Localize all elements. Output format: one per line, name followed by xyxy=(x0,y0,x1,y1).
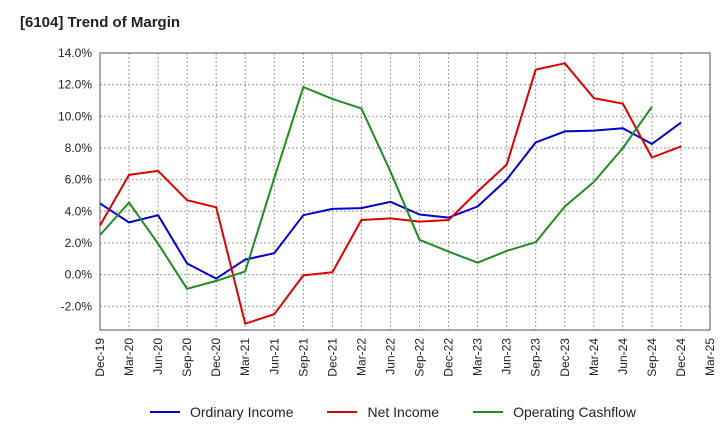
y-tick-label: 8.0% xyxy=(65,141,93,155)
x-tick-label: Mar-21 xyxy=(238,338,252,376)
x-tick-label: Mar-22 xyxy=(354,338,368,376)
y-tick-label: 2.0% xyxy=(65,236,93,250)
legend-swatch-ordinary-income xyxy=(150,411,180,413)
x-tick-label: Sep-24 xyxy=(645,338,659,377)
x-tick-label: Sep-21 xyxy=(296,338,310,377)
x-tick-label: Jun-23 xyxy=(500,338,514,375)
x-tick-label: Dec-21 xyxy=(325,338,339,377)
x-tick-label: Sep-22 xyxy=(413,338,427,377)
legend-item-ordinary-income: Ordinary Income xyxy=(150,404,293,420)
legend-label-net-income: Net Income xyxy=(367,404,440,420)
legend-label-ordinary-income: Ordinary Income xyxy=(190,404,294,420)
x-tick-label: Dec-24 xyxy=(674,338,688,377)
legend-item-operating-cashflow: Operating Cashflow xyxy=(473,404,636,420)
y-tick-label: 10.0% xyxy=(58,109,92,123)
x-tick-label: Dec-20 xyxy=(209,338,223,377)
legend-swatch-net-income xyxy=(327,411,358,413)
y-tick-label: 0.0% xyxy=(65,268,93,282)
x-tick-label: Mar-20 xyxy=(122,338,136,376)
legend-label-operating-cashflow: Operating Cashflow xyxy=(513,404,637,420)
y-tick-label: 12.0% xyxy=(58,78,92,92)
y-tick-label: -2.0% xyxy=(61,299,93,313)
x-tick-label: Jun-24 xyxy=(616,338,630,375)
y-tick-label: 4.0% xyxy=(65,204,93,218)
x-tick-label: Jun-22 xyxy=(383,338,397,375)
x-tick-label: Mar-24 xyxy=(587,338,601,376)
x-tick-label: Dec-23 xyxy=(558,338,572,377)
x-tick-label: Dec-19 xyxy=(93,338,107,377)
x-tick-label: Mar-23 xyxy=(471,338,485,376)
x-tick-label: Sep-20 xyxy=(180,338,194,377)
legend-swatch-operating-cashflow xyxy=(473,411,504,413)
legend: Ordinary Income Net Income Operating Cas… xyxy=(150,404,636,420)
series-line-net-income xyxy=(99,62,682,325)
chart-title: [6104] Trend of Margin xyxy=(20,14,181,31)
x-tick-label: Mar-25 xyxy=(703,338,717,376)
x-tick-label: Dec-22 xyxy=(442,338,456,377)
series-line-ordinary-income xyxy=(99,121,682,280)
y-tick-label: 6.0% xyxy=(65,173,93,187)
series-line-operating-cashflow xyxy=(99,86,653,290)
x-tick-label: Sep-23 xyxy=(529,338,543,377)
x-tick-label: Jun-21 xyxy=(267,338,281,375)
plot-frame xyxy=(99,52,711,331)
legend-item-net-income: Net Income xyxy=(327,404,439,420)
x-tick-label: Jun-20 xyxy=(151,338,165,375)
y-tick-label: 14.0% xyxy=(58,46,92,60)
